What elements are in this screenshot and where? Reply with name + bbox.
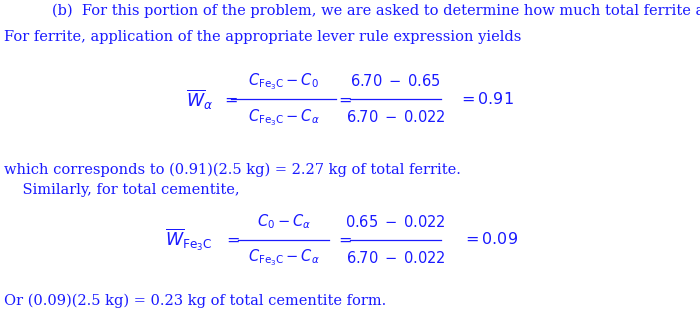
Text: For ferrite, application of the appropriate lever rule expression yields: For ferrite, application of the appropri…	[4, 30, 521, 44]
Text: $0.65\;-\;0.022$: $0.65\;-\;0.022$	[345, 214, 446, 230]
Text: which corresponds to (0.91)(2.5 kg) = 2.27 kg of total ferrite.: which corresponds to (0.91)(2.5 kg) = 2.…	[4, 163, 461, 177]
Text: $\overline{W}_{\alpha}$: $\overline{W}_{\alpha}$	[186, 87, 213, 111]
Text: $C_{\mathrm{Fe_3C}} - C_0$: $C_{\mathrm{Fe_3C}} - C_0$	[248, 71, 319, 92]
Text: $6.70\;-\;0.022$: $6.70\;-\;0.022$	[346, 249, 445, 266]
Text: Similarly, for total cementite,: Similarly, for total cementite,	[4, 183, 239, 197]
Text: $C_{\mathrm{Fe_3C}} - C_{\alpha}$: $C_{\mathrm{Fe_3C}} - C_{\alpha}$	[248, 247, 319, 268]
Text: $=$: $=$	[221, 91, 238, 108]
Text: $6.70\;-\;0.022$: $6.70\;-\;0.022$	[346, 109, 445, 126]
Text: $=$: $=$	[335, 91, 351, 108]
Text: $\overline{W}_{\mathrm{Fe_3C}}$: $\overline{W}_{\mathrm{Fe_3C}}$	[165, 227, 213, 253]
Text: $= 0.09$: $= 0.09$	[462, 231, 518, 248]
Text: Or (0.09)(2.5 kg) = 0.23 kg of total cementite form.: Or (0.09)(2.5 kg) = 0.23 kg of total cem…	[4, 293, 386, 308]
Text: $C_{\mathrm{Fe_3C}} - C_{\alpha}$: $C_{\mathrm{Fe_3C}} - C_{\alpha}$	[248, 107, 319, 128]
Text: $6.70\;-\;0.65$: $6.70\;-\;0.65$	[350, 73, 441, 90]
Text: $C_0 - C_{\alpha}$: $C_0 - C_{\alpha}$	[256, 212, 311, 231]
Text: $= 0.91$: $= 0.91$	[458, 91, 514, 108]
Text: (b)  For this portion of the problem, we are asked to determine how much total f: (b) For this portion of the problem, we …	[52, 3, 700, 18]
Text: $=$: $=$	[223, 231, 239, 248]
Text: $=$: $=$	[335, 231, 351, 248]
